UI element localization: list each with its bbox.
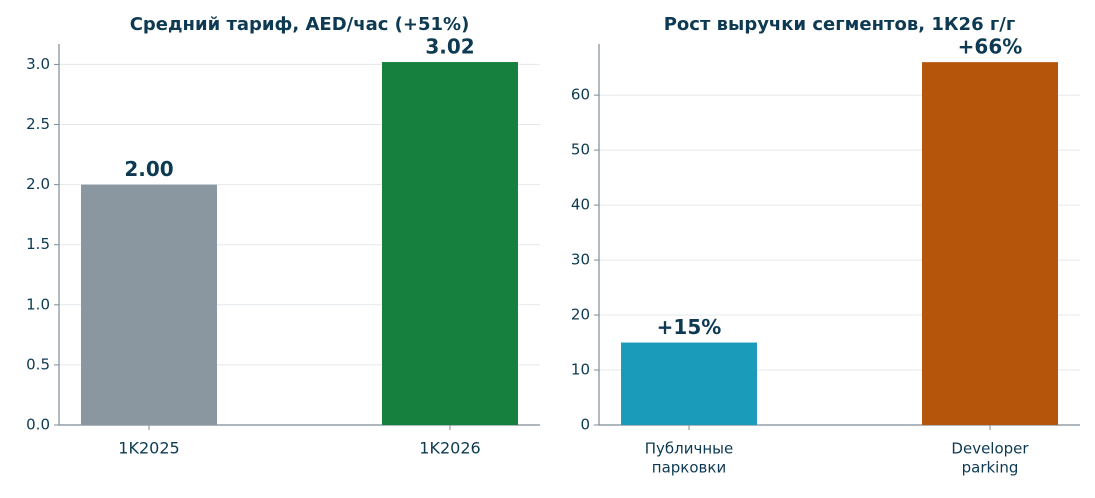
y-tick-label: 1.0 bbox=[26, 295, 50, 313]
x-tick-label: 1K2026 bbox=[419, 439, 480, 458]
y-tick-label: 3.0 bbox=[26, 55, 50, 73]
y-tick-label: 50 bbox=[571, 141, 590, 159]
bar bbox=[922, 62, 1058, 426]
y-tick-label: 40 bbox=[571, 196, 590, 214]
y-tick-label: 0 bbox=[580, 416, 590, 434]
value-label: 2.00 bbox=[124, 157, 173, 181]
y-tick-label: 2.0 bbox=[26, 175, 50, 193]
value-label: +15% bbox=[657, 315, 722, 339]
y-tick-label: 1.5 bbox=[26, 235, 50, 253]
y-tick-label: 30 bbox=[571, 251, 590, 269]
x-tick-label: Публичные bbox=[645, 440, 733, 458]
x-tick-label: Developer bbox=[951, 440, 1029, 458]
y-tick-label: 20 bbox=[571, 306, 590, 324]
value-label: +66% bbox=[958, 35, 1023, 59]
x-tick-label: парковки bbox=[652, 459, 726, 477]
y-tick-label: 10 bbox=[571, 361, 590, 379]
bar bbox=[81, 184, 217, 425]
y-tick-label: 60 bbox=[571, 86, 590, 104]
bar bbox=[621, 342, 757, 425]
x-tick-label: parking bbox=[962, 459, 1019, 477]
y-tick-label: 2.5 bbox=[26, 115, 50, 133]
bar bbox=[382, 62, 518, 426]
value-label: 3.02 bbox=[425, 35, 474, 59]
y-tick-label: 0.5 bbox=[26, 355, 50, 373]
y-tick-label: 0.0 bbox=[26, 416, 50, 434]
chart-title: Рост выручки сегментов, 1К26 г/г bbox=[664, 14, 1016, 35]
chart-title: Средний тариф, AED/час (+51%) bbox=[130, 14, 470, 35]
x-tick-label: 1K2025 bbox=[118, 439, 179, 458]
